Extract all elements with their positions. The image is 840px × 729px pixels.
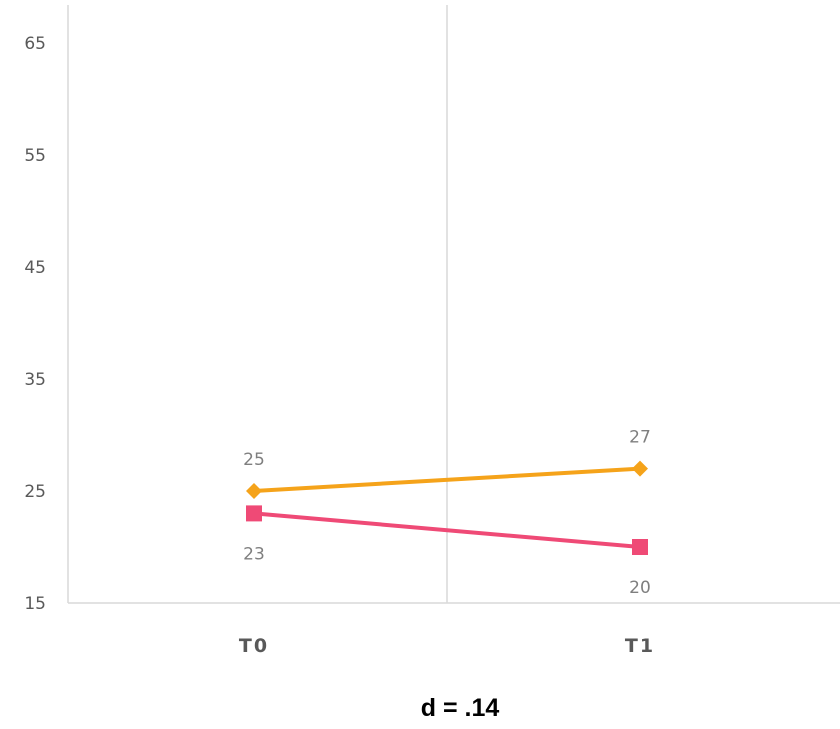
series-line	[253, 466, 641, 493]
chart-caption: d = .14	[421, 694, 500, 722]
gridlines	[67, 5, 840, 604]
y-tick-label: 55	[24, 146, 46, 166]
square-marker	[632, 539, 648, 555]
square-marker	[246, 505, 262, 522]
data-label: 25	[243, 450, 265, 470]
diamond-marker	[246, 483, 262, 499]
y-tick-label: 65	[24, 34, 46, 54]
diamond-marker	[632, 460, 648, 477]
x-category-label: T0	[239, 635, 269, 657]
y-tick-label: 45	[24, 258, 46, 278]
data-label: 20	[629, 578, 651, 598]
series-line	[253, 511, 641, 549]
y-tick-label: 15	[24, 594, 46, 614]
x-axis-categories: T0 T1	[239, 635, 655, 657]
data-label: 27	[629, 428, 651, 448]
y-tick-label: 25	[24, 482, 46, 502]
x-category-label: T1	[625, 635, 655, 657]
series-group	[246, 460, 648, 555]
data-labels-group: 25 27 23 20	[243, 428, 651, 598]
y-tick-label: 35	[24, 370, 46, 390]
y-axis-ticks: 15 25 35 45 55 65	[24, 34, 46, 614]
data-label: 23	[243, 544, 265, 564]
